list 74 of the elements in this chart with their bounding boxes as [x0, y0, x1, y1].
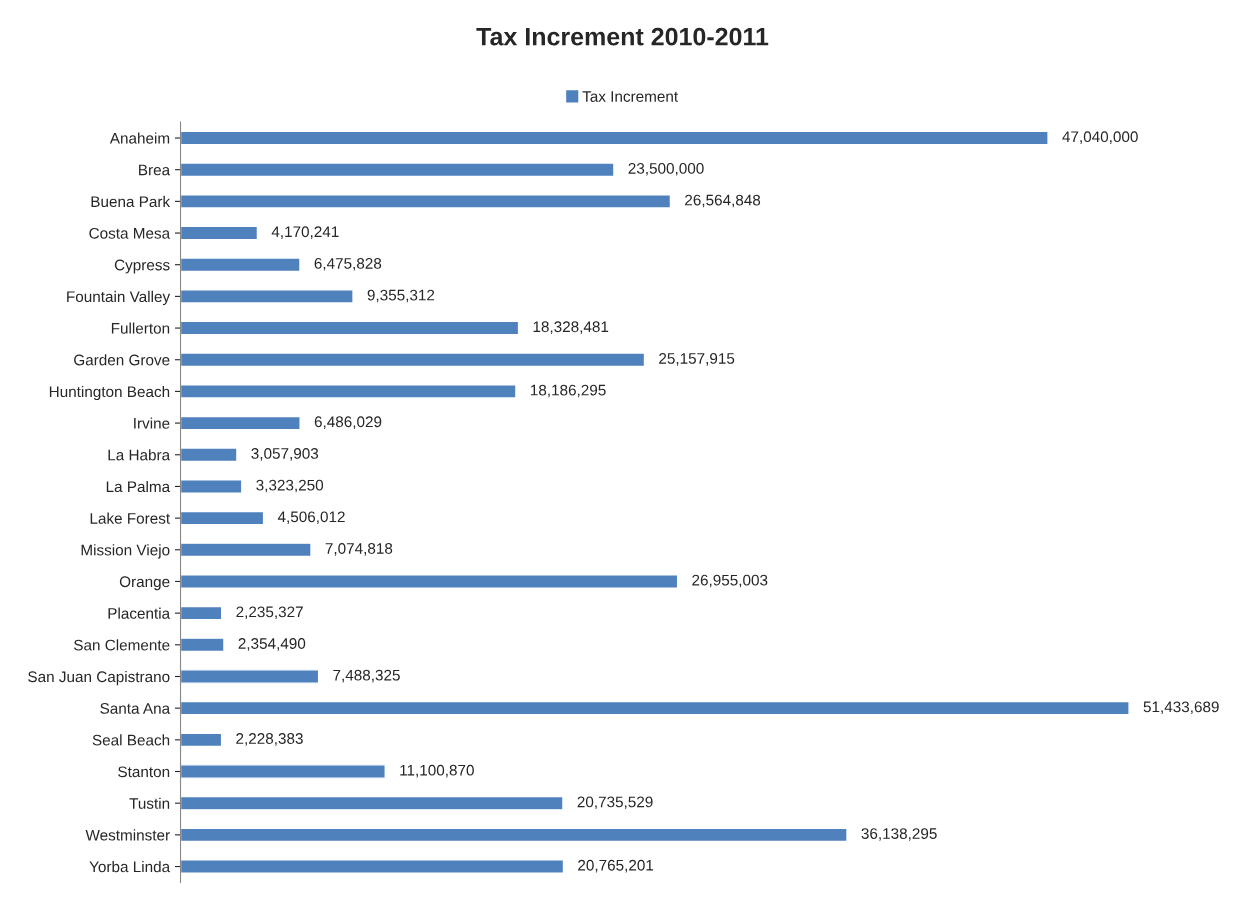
- data-label: 36,138,295: [861, 828, 937, 841]
- data-label: 20,735,529: [577, 796, 653, 810]
- y-tick-label: Yorba Linda: [89, 861, 171, 873]
- bar: [180, 162, 615, 178]
- bar: [180, 510, 265, 526]
- data-label: 23,500,000: [628, 162, 704, 176]
- bar: [180, 637, 225, 653]
- bar: [180, 320, 520, 336]
- bar: [180, 827, 848, 843]
- y-tick-label: Buena Park: [91, 195, 171, 208]
- data-label: 7,074,818: [325, 543, 393, 556]
- data-label: 4,170,241: [271, 226, 339, 239]
- data-label: 3,057,903: [251, 448, 319, 461]
- y-tick-label: Fullerton: [111, 322, 170, 334]
- bar: [180, 859, 565, 874]
- data-label: 18,186,295: [530, 384, 606, 398]
- y-tick-label: Santa Ana: [100, 703, 171, 714]
- legend-label: Tax Increment: [582, 91, 678, 102]
- y-tick-label: Huntington Beach: [49, 385, 170, 401]
- data-label: 7,488,325: [333, 669, 400, 683]
- bar: [180, 415, 301, 431]
- data-label: 51,433,689: [1143, 701, 1219, 715]
- bar: [180, 194, 672, 209]
- data-label: 2,354,490: [238, 638, 306, 651]
- bar: [180, 257, 301, 273]
- bar: [180, 225, 259, 241]
- data-label: 3,323,250: [256, 479, 324, 493]
- y-tick-label: Costa Mesa: [89, 227, 171, 239]
- bar: [180, 764, 386, 779]
- bar: [180, 574, 679, 589]
- y-tick-label: San Juan Capistrano: [28, 670, 170, 686]
- y-tick-label: Lake Forest: [90, 512, 170, 524]
- bar: [180, 447, 238, 463]
- y-tick-label: Garden Grove: [74, 354, 170, 366]
- y-tick-label: Anaheim: [109, 132, 170, 144]
- data-label: 2,228,383: [236, 733, 303, 746]
- bar: [180, 384, 517, 399]
- bar: [180, 669, 320, 684]
- y-tick-label: Mission Viejo: [81, 544, 170, 559]
- data-label: 4,506,012: [277, 511, 345, 525]
- data-label: 6,486,029: [314, 416, 382, 429]
- data-label: 9,355,312: [367, 289, 435, 303]
- y-tick-label: Seal Beach: [92, 734, 170, 746]
- y-tick-label: Brea: [139, 164, 171, 176]
- y-tick-label: Irvine: [134, 417, 170, 429]
- data-label: 18,328,481: [533, 321, 609, 334]
- y-tick-label: San Clemente: [73, 639, 170, 651]
- data-label: 2,235,327: [236, 606, 303, 620]
- data-label: 20,765,201: [578, 859, 654, 873]
- y-tick-label: Fountain Valley: [67, 290, 171, 306]
- data-label: 11,100,870: [400, 764, 474, 778]
- data-label: 25,157,915: [659, 353, 735, 366]
- data-label: 26,564,848: [685, 194, 761, 208]
- y-tick-label: Stanton: [118, 766, 170, 778]
- y-tick-label: Cypress: [114, 259, 170, 274]
- data-label: 47,040,000: [1062, 131, 1138, 144]
- bar: [180, 352, 646, 368]
- bar: [180, 479, 243, 494]
- chart-title: Tax Increment 2010-2011: [476, 27, 769, 46]
- bar: [180, 130, 1049, 146]
- y-tick-label: Tustin: [129, 797, 170, 809]
- y-tick-label: La Palma: [106, 480, 171, 493]
- bar: [180, 700, 1130, 716]
- y-tick-label: Orange: [119, 576, 170, 591]
- bar: [180, 289, 354, 304]
- data-label: 26,955,003: [692, 574, 768, 588]
- y-tick-label: Placentia: [108, 607, 171, 619]
- bar: [180, 605, 223, 621]
- bar: [180, 542, 312, 558]
- bar: [180, 732, 223, 748]
- y-tick-label: Westminster: [85, 829, 170, 841]
- bar: [180, 795, 564, 811]
- data-label: 6,475,828: [314, 258, 382, 271]
- y-tick-label: La Habra: [108, 449, 171, 461]
